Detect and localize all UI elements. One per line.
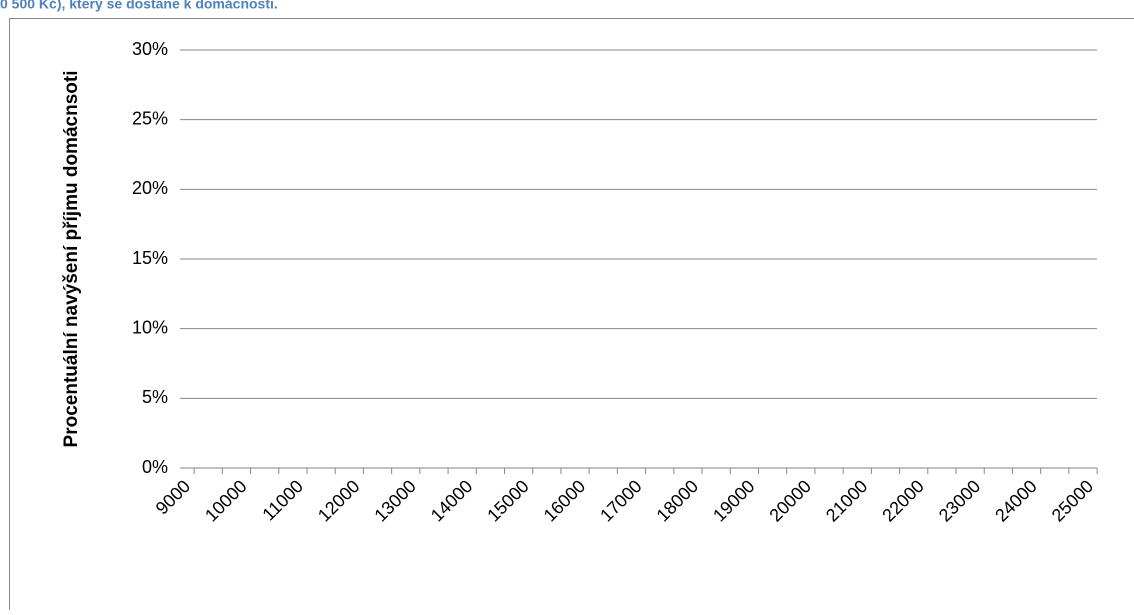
y-tick-label: 20% xyxy=(132,178,168,198)
chart-border xyxy=(10,19,1134,611)
y-tick-label: 0% xyxy=(142,457,168,477)
y-tick-label: 25% xyxy=(132,108,168,128)
y-tick-label: 10% xyxy=(132,317,168,337)
y-tick-label: 5% xyxy=(142,387,168,407)
y-tick-label: 15% xyxy=(132,248,168,268)
y-axis-label: Procentuální navýšení příjmu domácnsoti xyxy=(61,71,82,448)
y-tick-label: 30% xyxy=(132,39,168,59)
chart-title: 0 500 Kč), který se dostane k domácnosti… xyxy=(0,0,278,12)
